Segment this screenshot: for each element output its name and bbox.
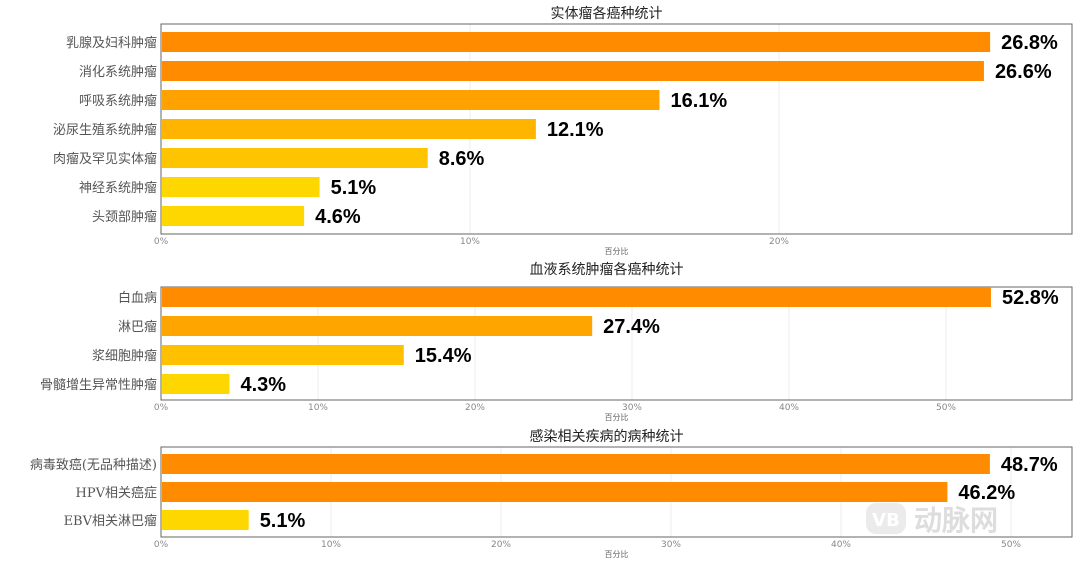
data-label: 8.6% [439,148,485,170]
category-label: 骨髓增生异常性肿瘤 [40,377,157,393]
category-label: 白血病 [118,290,157,306]
category-label: HPV相关癌症 [76,485,157,501]
x-tick-label: 30% [661,540,681,550]
data-label: 4.6% [315,206,361,228]
data-label: 48.7% [1001,454,1058,476]
watermark-logo [866,503,906,534]
bar [162,119,536,139]
x-axis-label: 百分比 [605,549,629,559]
category-label: 消化系统肿瘤 [79,64,157,80]
bar [162,177,320,197]
x-tick-label: 10% [308,403,328,413]
bar [162,287,991,307]
x-tick-label: 0% [154,403,169,413]
category-label: 肉瘤及罕见实体瘤 [53,151,157,167]
category-label: 淋巴瘤 [118,319,157,335]
bar [162,90,660,110]
chart-title: 血液系统肿瘤各癌种统计 [530,261,684,278]
x-tick-label: 30% [622,403,642,413]
bar [162,374,230,394]
x-axis-label: 百分比 [605,246,629,256]
bar [162,454,990,474]
x-tick-label: 10% [321,540,341,550]
chart-title: 感染相关疾病的病种统计 [530,428,684,445]
data-label: 26.8% [1001,32,1058,54]
data-label: 5.1% [331,177,377,199]
data-label: 5.1% [260,510,306,532]
plot-frame [160,23,1073,235]
x-tick-label: 0% [154,540,169,550]
bar [162,61,984,81]
x-tick-label: 10% [460,237,480,247]
x-tick-label: 50% [1001,540,1021,550]
data-label: 4.3% [241,374,287,396]
plot-frame [160,446,1073,538]
x-tick-label: 40% [779,403,799,413]
x-axis-label: 百分比 [605,412,629,422]
x-tick-label: 20% [465,403,485,413]
x-tick-label: 20% [769,237,789,247]
bar [162,148,428,168]
chart-title: 实体瘤各癌种统计 [551,5,663,22]
category-label: 头颈部肿瘤 [92,209,157,225]
x-tick-label: 0% [154,237,169,247]
watermark-text: 动脉网 [914,504,998,537]
category-label: 呼吸系统肿瘤 [79,93,157,109]
category-label: 浆细胞肿瘤 [92,348,157,364]
data-label: 15.4% [415,345,472,367]
category-label: EBV相关淋巴瘤 [64,513,157,529]
category-label: 泌尿生殖系统肿瘤 [53,122,157,138]
data-label: 16.1% [670,90,727,112]
bar [162,206,305,226]
bar [162,316,593,336]
bar [162,32,991,52]
data-label: 52.8% [1002,287,1059,309]
bar [162,345,404,365]
category-label: 神经系统肿瘤 [79,180,157,196]
data-label: 26.6% [995,61,1052,83]
x-tick-label: 40% [831,540,851,550]
data-label: 46.2% [958,482,1015,504]
category-label: 乳腺及妇科肿瘤 [66,35,157,51]
x-tick-label: 20% [491,540,511,550]
bar [162,510,249,530]
watermark-logo-text: VB [872,510,900,531]
x-tick-label: 50% [936,403,956,413]
data-label: 27.4% [603,316,660,338]
category-label: 病毒致癌(无品种描述) [30,457,157,473]
bar [162,482,948,502]
data-label: 12.1% [547,119,604,141]
